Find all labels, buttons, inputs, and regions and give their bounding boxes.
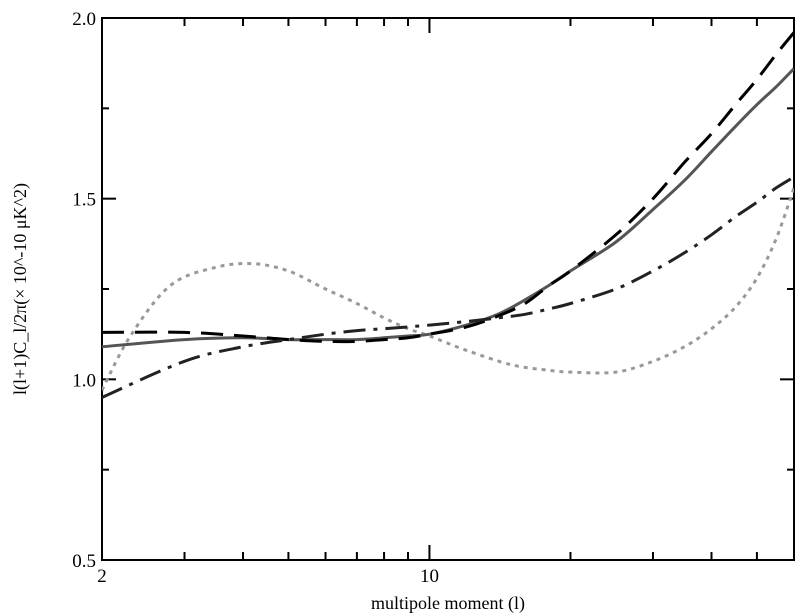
series-line-dotted xyxy=(102,187,794,391)
axis-ticks xyxy=(101,17,794,561)
y-tick-label: 1.5 xyxy=(72,190,96,211)
x-axis-title: multipole moment (l) xyxy=(371,593,525,614)
x-tick-label: 2 xyxy=(97,566,107,587)
tick-labels: 0.5 1.0 1.5 2.0 2 10 xyxy=(72,9,439,587)
series-line-solid xyxy=(102,67,794,349)
series-line-dashed xyxy=(102,31,794,344)
series-line-dash-dot xyxy=(102,175,794,399)
series-lines xyxy=(102,31,794,399)
x-tick-label: 10 xyxy=(420,566,439,587)
plot-frame xyxy=(101,17,795,561)
y-tick-label: 0.5 xyxy=(72,551,96,572)
y-tick-label: 1.0 xyxy=(72,370,96,391)
y-axis-title: l(l+1)C_l/2π(× 10^-10 μK^2) xyxy=(10,183,31,395)
y-tick-label: 2.0 xyxy=(72,9,96,30)
